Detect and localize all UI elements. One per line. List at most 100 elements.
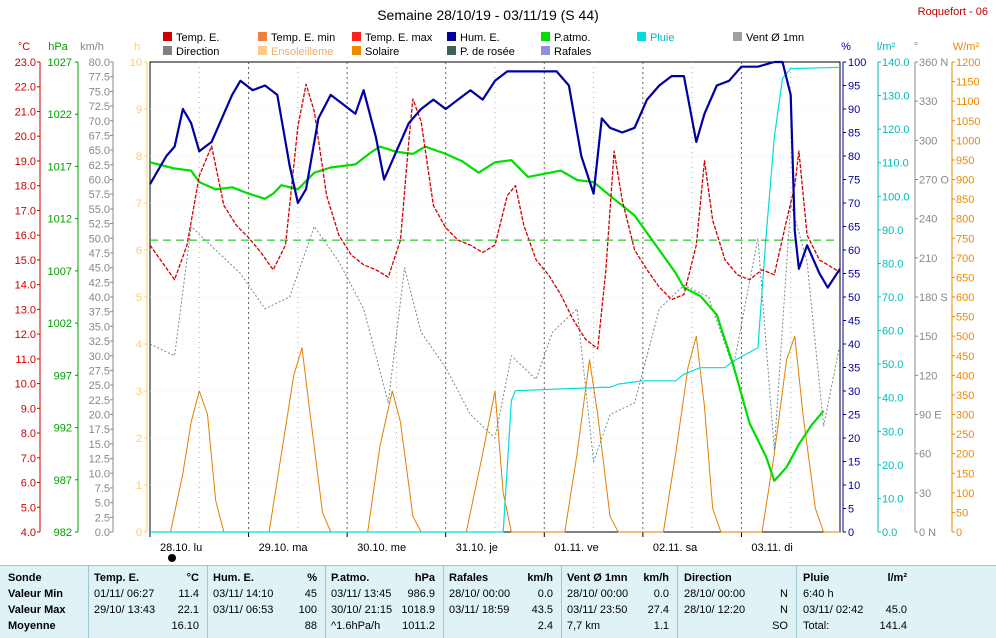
wind-tick-label: 10.0 — [89, 468, 110, 480]
footer-separator — [796, 566, 797, 638]
press-tick-label: 1022 — [48, 109, 72, 121]
dir-tick-label: 300 — [919, 135, 937, 147]
temp-tick-label: 12.0 — [15, 329, 36, 341]
wind-tick-label: 75.0 — [89, 86, 110, 98]
solar-tick-label: 650 — [956, 272, 974, 284]
day-label: 01.11. ve — [554, 542, 598, 554]
rain-value: 45.0 — [885, 604, 907, 616]
wind-title: Vent Ø 1mn — [567, 572, 628, 584]
temp-unit: °C — [186, 572, 199, 584]
press-unit: hPa — [414, 572, 435, 584]
solar-tick-label: 700 — [956, 253, 974, 265]
temp-tick-label: 4.0 — [21, 527, 36, 539]
press-tick-label: 1027 — [48, 57, 72, 69]
press-tick-label: 987 — [54, 475, 72, 487]
temp-tick-label: 17.0 — [15, 205, 36, 217]
solar-tick-label: 200 — [956, 449, 974, 461]
series-line-vent-mn — [149, 202, 841, 462]
wind-tick-label: 42.5 — [89, 277, 110, 289]
temp-value: 22.1 — [177, 604, 199, 616]
wind-time: 7,7 km — [567, 620, 601, 632]
press-tick-label: 982 — [54, 527, 72, 539]
legend: Temp. E. Temp. E. min Temp. E. max Hum. E. P… — [163, 32, 804, 58]
rain-tick-label: 140.0 — [882, 57, 910, 69]
plot-area — [149, 60, 841, 533]
sonde-row-label: Valeur Min — [8, 588, 64, 600]
hum-tick-label: 85 — [848, 128, 860, 140]
temp-tick-label: 23.0 — [15, 57, 36, 69]
gust-value: 0.0 — [537, 588, 553, 600]
wind-tick-label: 62.5 — [89, 160, 110, 172]
press-axis-unit: hPa — [48, 41, 68, 53]
series-line-hum-e- — [149, 60, 841, 289]
wind-tick-label: 17.5 — [89, 424, 110, 436]
rain-unit: l/m² — [887, 572, 907, 584]
rain-time: 6:40 h — [803, 588, 834, 600]
press-title: P.atmo. — [331, 572, 370, 584]
weather-chart: Semaine 28/10/19 - 03/11/19 (S 44) Roque… — [15, 6, 988, 562]
temp-tick-label: 6.0 — [21, 478, 36, 490]
moon-phase-icon — [168, 554, 176, 562]
wind-time: 28/10/ 00:00 — [567, 588, 629, 600]
legend-swatch — [541, 46, 550, 55]
solar-tick-label: 850 — [956, 194, 974, 206]
hum-value: 45 — [304, 588, 317, 600]
press-tick-label: 997 — [54, 370, 72, 382]
dir-value: SO — [772, 620, 788, 632]
sun-tick-label: 4 — [136, 339, 142, 351]
solar-tick-label: 1200 — [956, 57, 980, 69]
hum-tick-label: 70 — [848, 198, 860, 210]
temp-time: 01/11/ 06:27 — [94, 588, 155, 600]
sun-tick-label: 10 — [130, 57, 142, 69]
press-time: ^1.6hPa/h — [331, 620, 381, 632]
wind-axis-unit: km/h — [80, 41, 104, 53]
rain-title: Pluie — [803, 572, 830, 584]
solar-tick-label: 250 — [956, 429, 974, 441]
wind-tick-label: 32.5 — [89, 336, 110, 348]
day-label: 02.11. sa — [653, 542, 698, 554]
gust-unit: km/h — [527, 572, 553, 584]
wind-tick-label: 12.5 — [89, 454, 110, 466]
wind-tick-label: 80.0 — [89, 57, 110, 69]
press-tick-label: 1017 — [48, 161, 72, 173]
hum-tick-label: 0 — [848, 527, 854, 539]
legend-label: Solaire — [365, 46, 399, 58]
press-value: 986.9 — [407, 588, 435, 600]
solar-axis-unit: W/m² — [953, 41, 980, 53]
hum-tick-label: 50 — [848, 292, 860, 304]
legend-label: P. de rosée — [460, 46, 515, 58]
hum-tick-label: 45 — [848, 316, 860, 328]
temp-tick-label: 10.0 — [15, 379, 36, 391]
sun-tick-label: 8 — [136, 151, 142, 163]
solar-tick-label: 500 — [956, 331, 974, 343]
wind-value: 27.4 — [647, 604, 669, 616]
rain-tick-label: 120.0 — [882, 124, 910, 136]
sun-tick-label: 7 — [136, 198, 142, 210]
series-line-pluie — [150, 66, 841, 533]
legend-swatch — [258, 32, 267, 41]
temp-axis-unit: °C — [18, 41, 30, 53]
gust-value: 2.4 — [537, 620, 553, 632]
dir-stats: Direction 28/10/ 00:00 N 28/10/ 12:20 N SO — [684, 570, 788, 634]
gust-title: Rafales — [449, 572, 489, 584]
rain-tick-label: 90.0 — [882, 225, 903, 237]
rain-tick-label: 110.0 — [882, 158, 909, 170]
press-time: 30/10/ 21:15 — [331, 604, 393, 616]
press-tick-label: 1002 — [48, 318, 72, 330]
temp-tick-label: 15.0 — [15, 255, 36, 267]
wind-tick-label: 77.5 — [89, 72, 110, 84]
solar-tick-label: 1050 — [956, 116, 980, 128]
hum-tick-label: 95 — [848, 81, 860, 93]
press-stats: P.atmo. hPa 03/11/ 13:45 986.9 30/10/ 21:15 1… — [331, 570, 435, 634]
hum-tick-label: 25 — [848, 410, 860, 422]
rain-tick-label: 10.0 — [882, 493, 903, 505]
wind-value: 0.0 — [653, 588, 669, 600]
hum-axis-unit: % — [841, 41, 851, 53]
wind-tick-label: 22.5 — [89, 395, 110, 407]
wind-tick-label: 72.5 — [89, 101, 110, 113]
temp-tick-label: 16.0 — [15, 230, 36, 242]
wind-tick-label: 25.0 — [89, 380, 110, 392]
hum-value: 88 — [304, 620, 317, 632]
legend-label: Temp. E. min — [271, 32, 335, 44]
footer-separator — [207, 566, 208, 638]
